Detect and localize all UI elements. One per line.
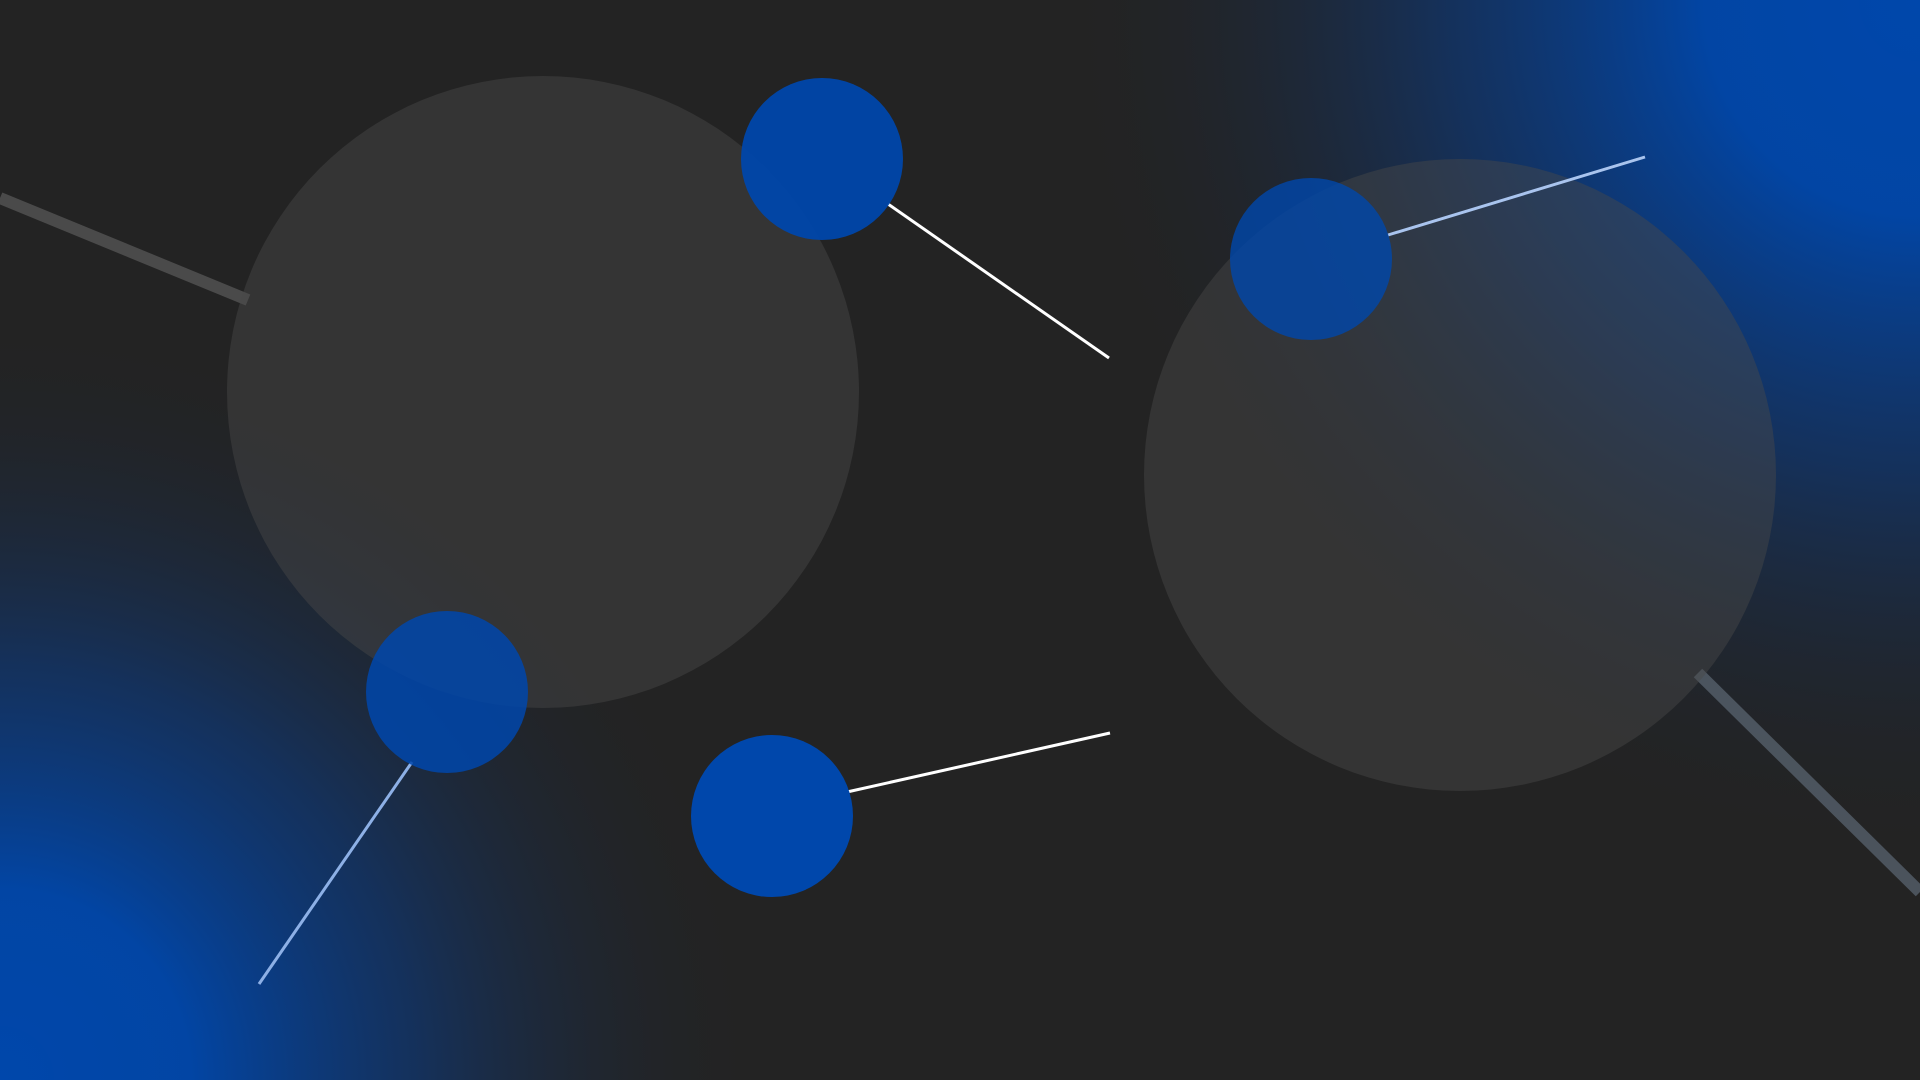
edge-stroke-bottom-right: [1693, 668, 1920, 897]
connector-line-3: [257, 761, 414, 985]
connector-line-2: [1387, 155, 1646, 237]
small-circle-bottom: [691, 735, 853, 897]
small-circle-left: [366, 611, 528, 773]
connector-line-4: [846, 731, 1111, 794]
edge-stroke-top-left: [0, 192, 251, 306]
connector-line-1: [887, 202, 1110, 360]
big-circle-left: [227, 76, 859, 708]
small-circle-right: [1230, 178, 1392, 340]
small-circle-top: [741, 78, 903, 240]
